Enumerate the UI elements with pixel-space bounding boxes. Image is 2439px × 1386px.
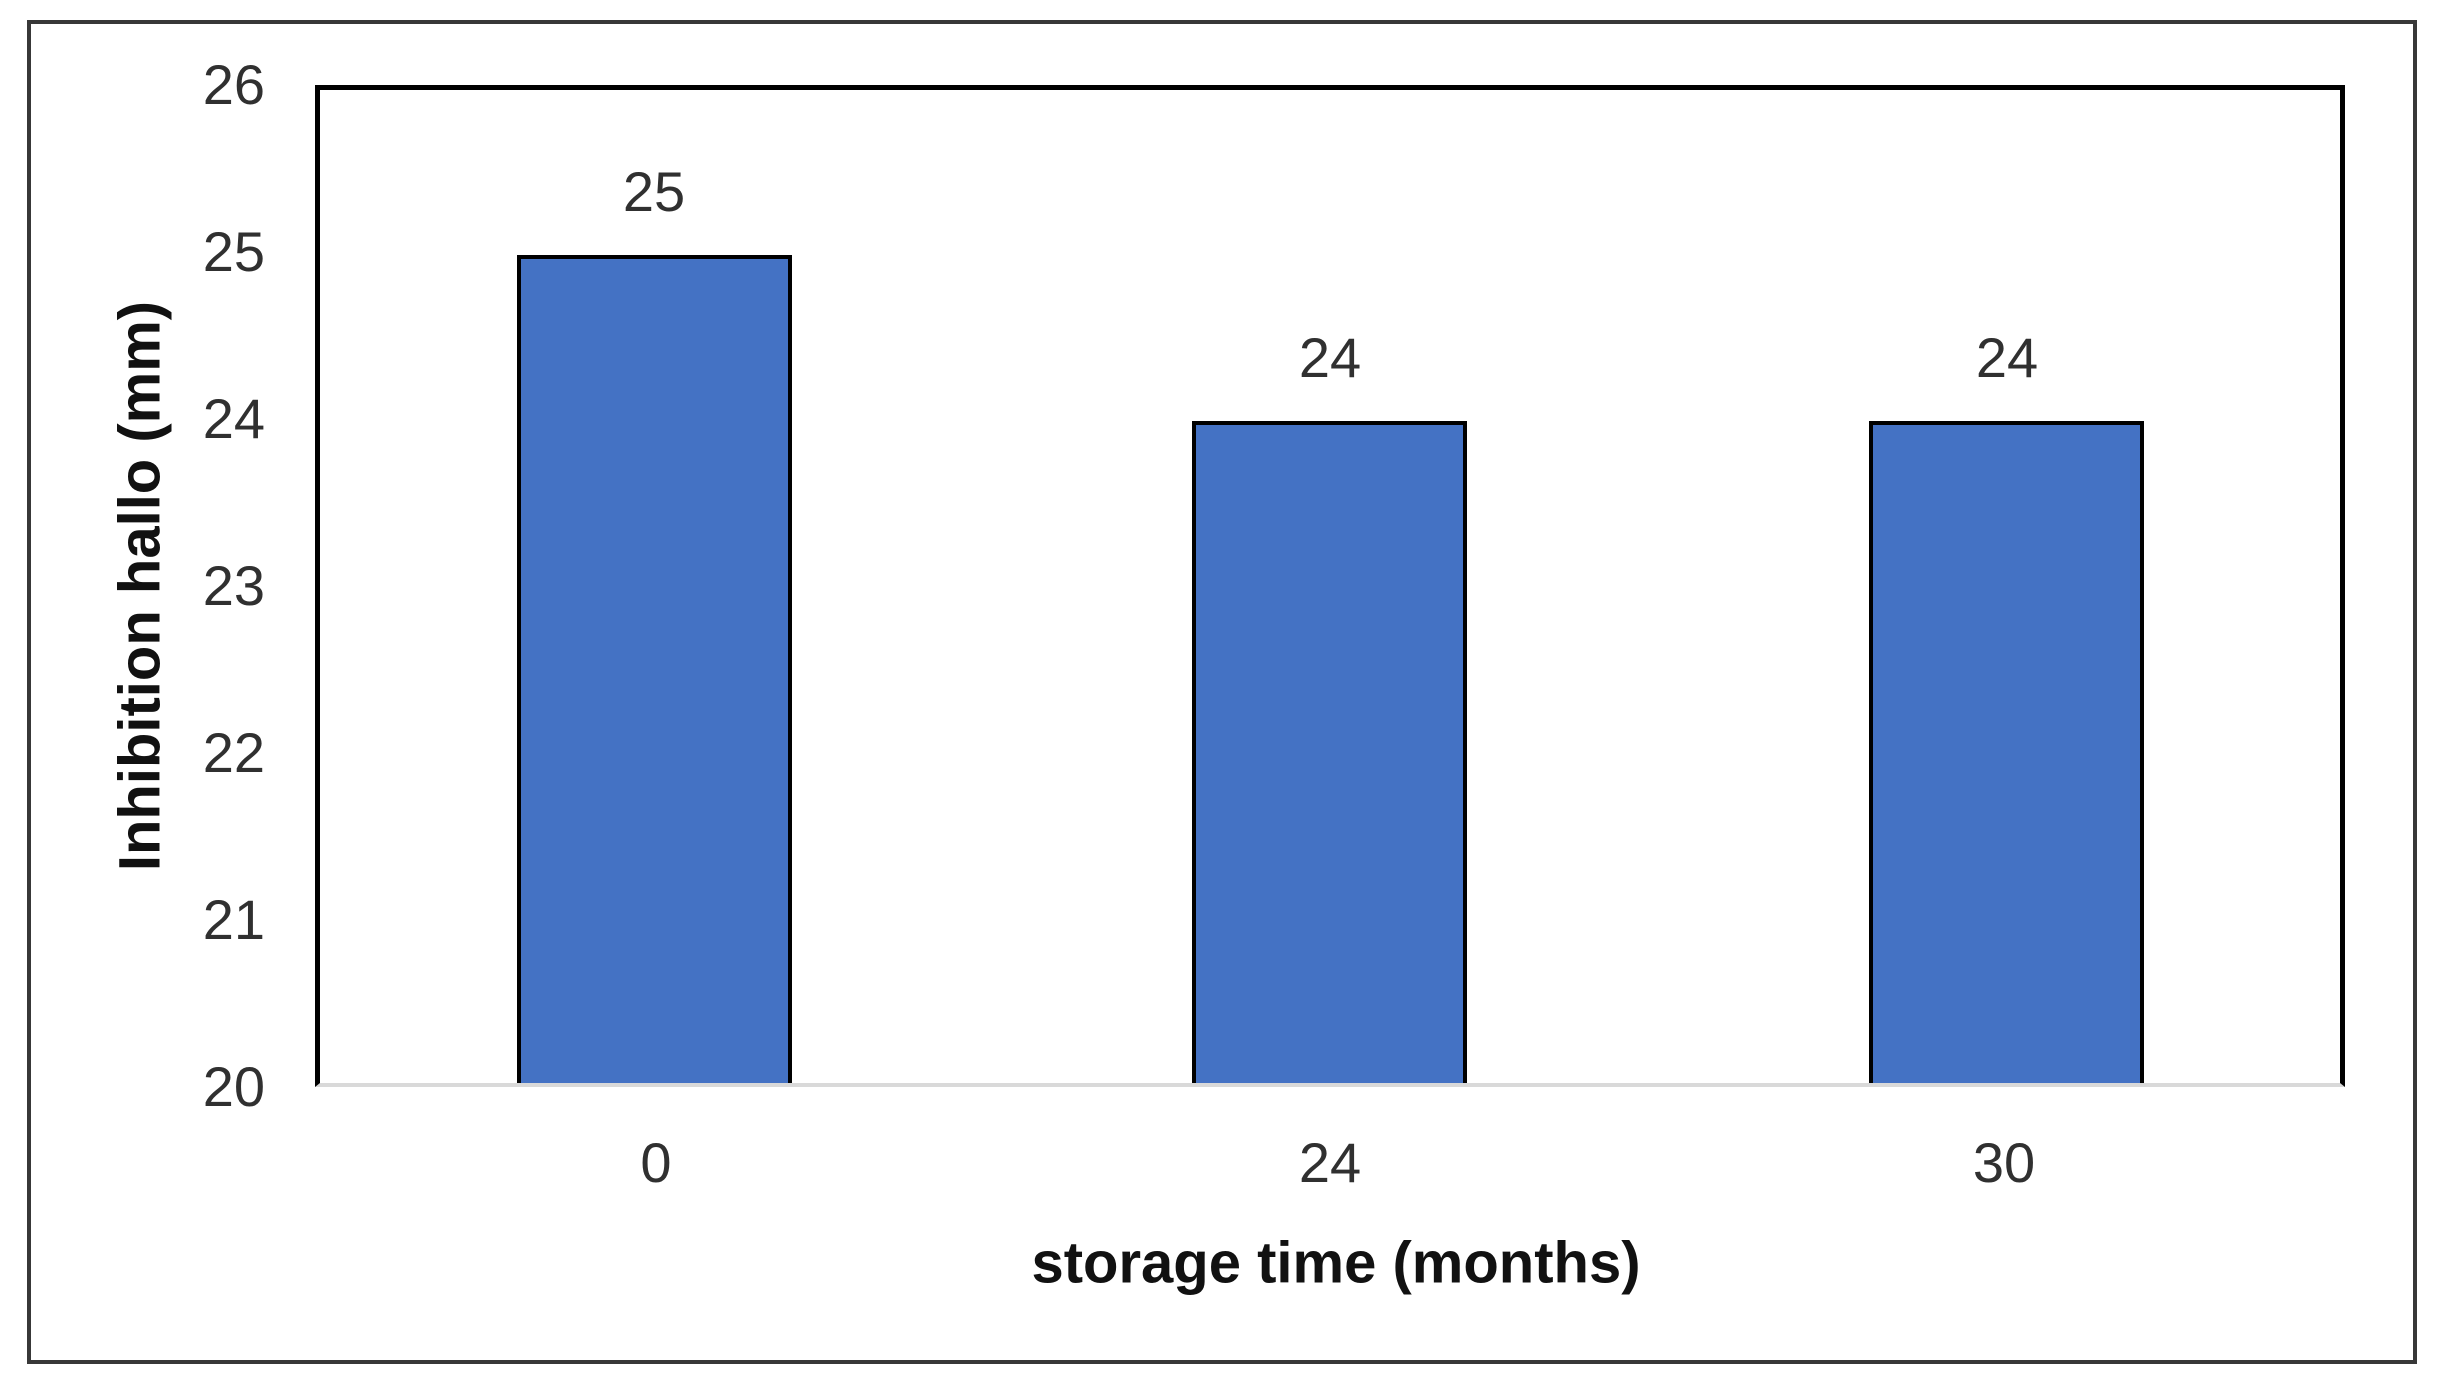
y-tick-label: 20 — [202, 1055, 265, 1118]
data-label: 24 — [1298, 326, 1362, 389]
bar-storage-0 — [517, 255, 792, 1083]
y-tick-label: 23 — [202, 554, 265, 617]
data-label: 25 — [622, 160, 686, 223]
y-tick-label: 26 — [202, 53, 265, 116]
bar-storage-24 — [1192, 421, 1467, 1083]
y-tick-label: 24 — [202, 387, 265, 450]
data-label: 24 — [1975, 326, 2039, 389]
x-category-label: 0 — [640, 1131, 672, 1194]
y-tick-label: 22 — [202, 721, 265, 784]
bar-storage-30 — [1869, 421, 2144, 1083]
plot-area: 25 24 24 — [315, 85, 2345, 1087]
y-tick-label: 21 — [202, 888, 265, 951]
y-tick-label: 25 — [202, 220, 265, 283]
x-category-label: 24 — [1298, 1131, 1362, 1194]
x-category-label: 30 — [1972, 1131, 2036, 1194]
x-axis-title: storage time (months) — [1031, 1230, 1641, 1296]
